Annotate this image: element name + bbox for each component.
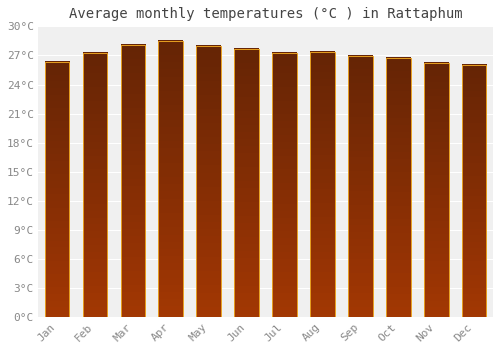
Title: Average monthly temperatures (°C ) in Rattaphum: Average monthly temperatures (°C ) in Ra… <box>69 7 462 21</box>
Bar <box>272 54 297 317</box>
Bar <box>462 65 486 317</box>
Bar <box>234 49 259 317</box>
Bar <box>120 45 145 317</box>
Bar <box>44 62 70 317</box>
Bar <box>348 56 372 317</box>
Bar <box>424 63 448 317</box>
Bar <box>196 46 221 317</box>
Bar <box>310 52 335 317</box>
Bar <box>158 41 183 317</box>
Bar <box>82 54 108 317</box>
Bar <box>386 58 410 317</box>
